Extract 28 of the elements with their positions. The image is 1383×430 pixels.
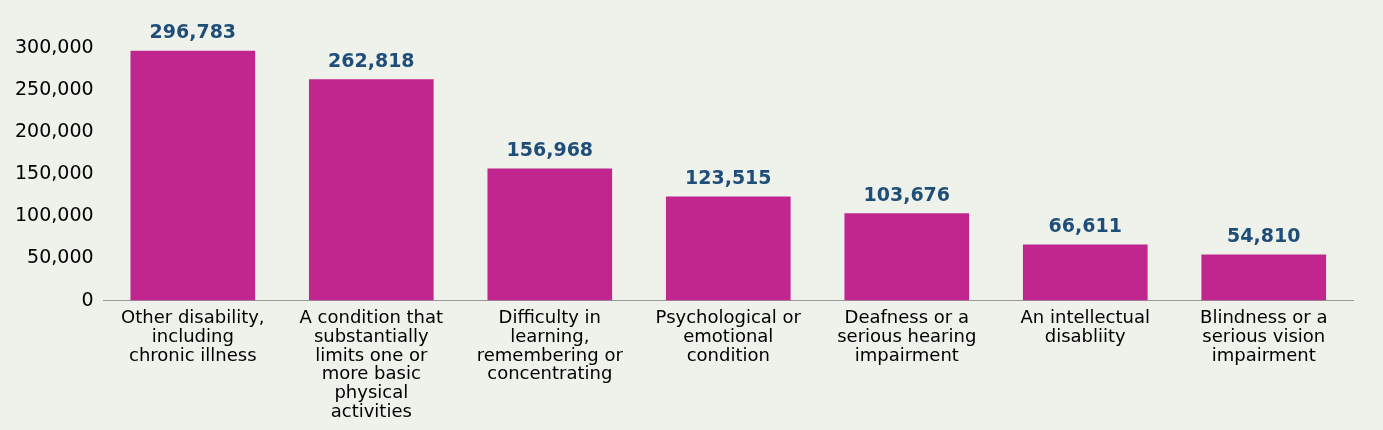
x-tick-label: Difficulty in learning, remembering or concentrating — [476, 305, 624, 384]
y-tick-label: 150,000 — [14, 161, 94, 184]
x-tick-label: Deafness or a serious hearing impairment — [837, 305, 977, 365]
x-tick-label: A condition that substantially limits one or more basic physical activities — [299, 305, 444, 422]
y-tick-label: 50,000 — [27, 245, 94, 268]
y-tick-label: 200,000 — [14, 119, 94, 142]
bar — [844, 213, 970, 301]
bar — [1201, 254, 1327, 301]
data-label: 66,611 — [1048, 213, 1122, 236]
data-label: 123,515 — [685, 166, 772, 189]
x-tick-label: Blindness or a serious vision impairment — [1200, 305, 1328, 365]
bar — [130, 50, 256, 301]
bar — [665, 196, 791, 301]
y-tick-label: 100,000 — [14, 203, 94, 226]
x-tick-label: An intellectual disabliity — [1020, 305, 1150, 346]
bar — [487, 168, 613, 301]
bar — [308, 79, 434, 301]
data-label: 296,783 — [149, 20, 237, 43]
data-label: 156,968 — [506, 137, 594, 160]
y-tick-label: 250,000 — [14, 77, 94, 100]
x-tick-label: Other disability, including chronic illness — [121, 305, 265, 365]
y-tick-label: 300,000 — [14, 34, 94, 57]
x-tick-label: Psychological or emotional condition — [655, 305, 802, 365]
data-label: 262,818 — [328, 48, 415, 71]
y-tick-label: 0 — [81, 287, 94, 310]
data-label: 54,810 — [1227, 223, 1301, 246]
bar — [1022, 244, 1148, 301]
data-label: 103,676 — [863, 182, 951, 205]
